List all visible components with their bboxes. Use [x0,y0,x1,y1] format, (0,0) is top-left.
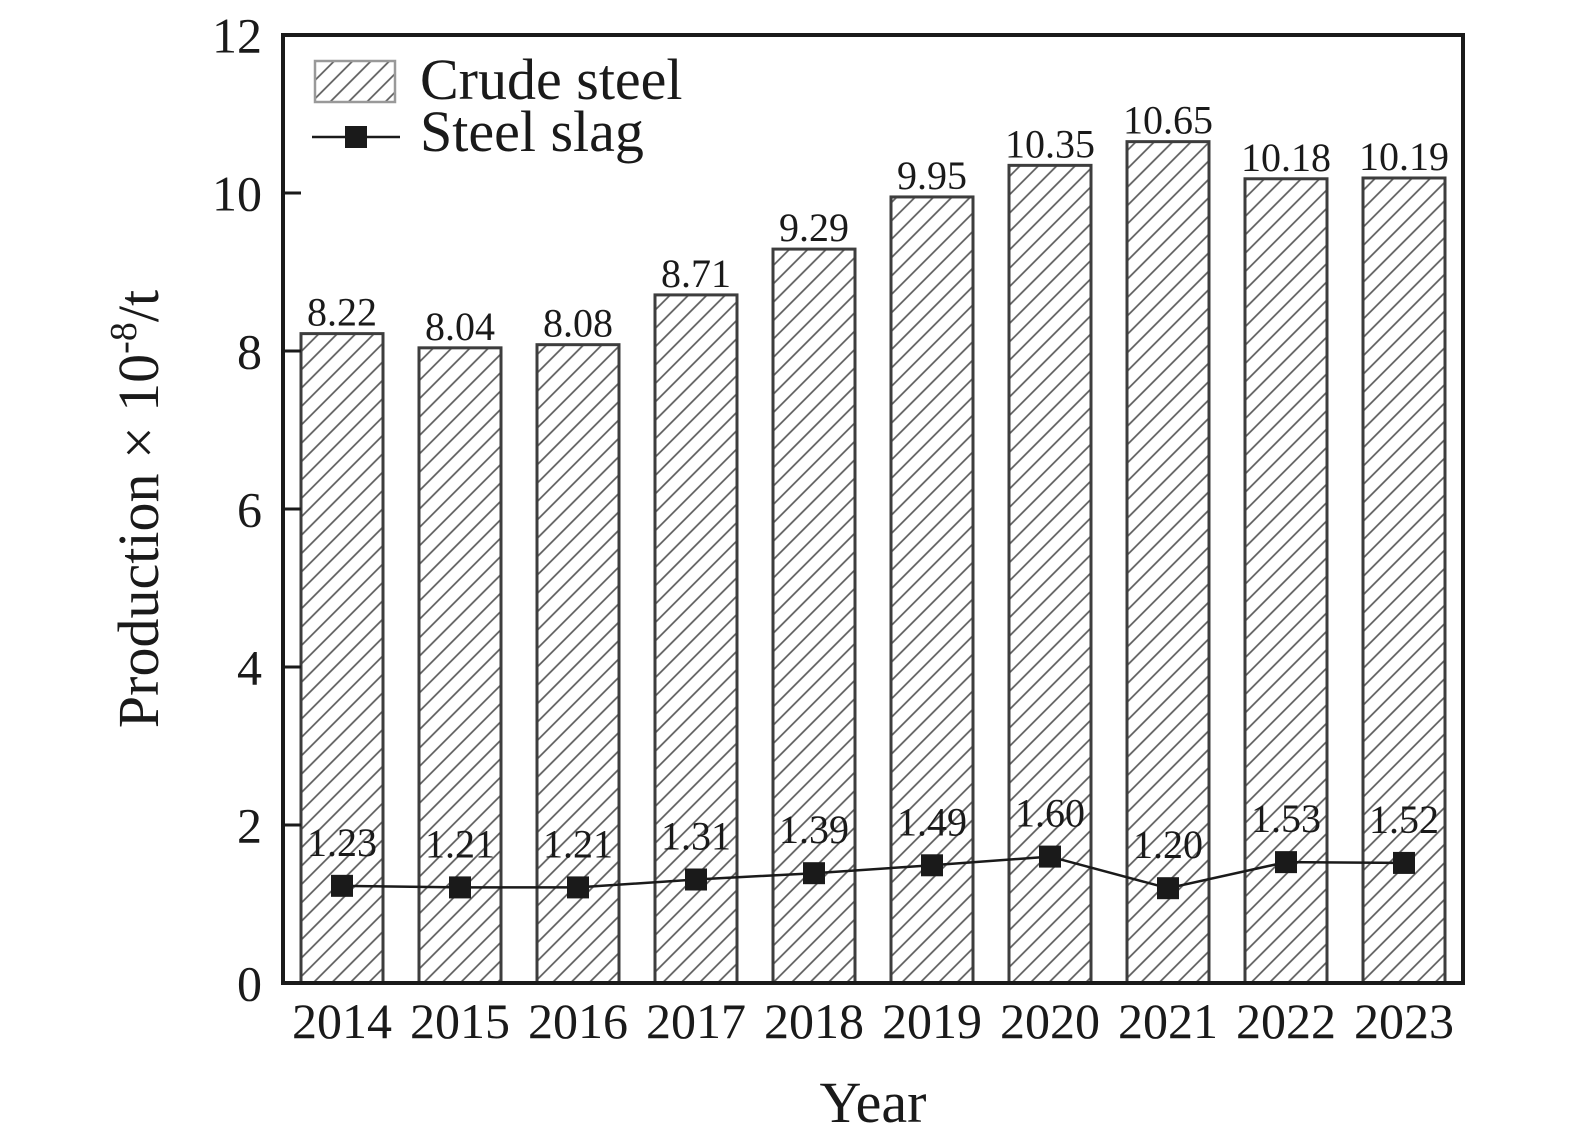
x-tick-label: 2017 [646,993,746,1049]
bar [1361,176,1447,985]
y-tick-label: 4 [237,640,262,696]
x-tick-label: 2022 [1236,993,1336,1049]
slag-marker [567,876,589,899]
legend-label-steel-slag: Steel slag [420,99,644,164]
slag-marker [331,874,353,897]
slag-marker [921,854,943,877]
y-tick-label: 8 [237,324,262,380]
slag-value-label: 1.49 [897,799,967,844]
bar-value-label: 9.29 [779,205,849,250]
slag-marker [1157,877,1179,900]
slag-marker [1039,845,1061,868]
slag-value-label: 1.31 [661,814,731,859]
slag-value-label: 1.53 [1251,796,1321,841]
bar-value-label: 10.35 [1005,121,1095,166]
legend-label-crude-steel: Crude steel [420,47,683,112]
x-tick-label: 2016 [528,993,628,1049]
bar-value-label: 9.95 [897,153,967,198]
bar [299,332,385,985]
y-tick-label: 12 [212,8,262,64]
slag-marker [1275,851,1297,874]
bar-value-label: 10.19 [1359,134,1449,179]
y-tick-label: 2 [237,798,262,854]
bar-value-label: 8.08 [543,301,613,346]
x-tick-label: 2023 [1354,993,1454,1049]
slag-marker [1393,851,1415,874]
slag-marker [803,862,825,885]
legend: Crude steel Steel slag [312,47,683,164]
y-tick-label: 0 [237,956,262,1012]
slag-value-label: 1.60 [1015,791,1085,836]
x-tick-label: 2020 [1000,993,1100,1049]
slag-value-label: 1.39 [779,807,849,852]
bar-value-label: 8.22 [307,290,377,335]
bar-value-label: 8.71 [661,251,731,296]
slag-value-label: 1.52 [1369,797,1439,842]
slag-value-label: 1.21 [543,821,613,866]
slag-marker [685,868,707,891]
slag-line [341,855,1405,890]
axis-box [281,33,1465,985]
bar [535,343,621,985]
slag-value-label: 1.21 [425,821,495,866]
bar-value-label: 10.65 [1123,98,1213,143]
x-tick-label: 2018 [764,993,864,1049]
legend-marker-steel-slag [345,126,367,148]
y-tick-label: 10 [212,166,262,222]
x-tick-label: 2021 [1118,993,1218,1049]
slag-marker [449,876,471,899]
bar-value-label: 8.04 [425,304,495,349]
bar [889,195,975,985]
bar [1125,140,1211,985]
legend-swatch-crude-steel [313,59,397,104]
x-tick-label: 2019 [882,993,982,1049]
x-axis-title: Year [820,1070,927,1135]
bar-value-label: 10.18 [1241,135,1331,180]
y-axis-title: Production × 10-8/t [103,290,171,728]
plot-area: 8.22 8.04 8.08 8.71 9.29 9.95 10.35 10.65 10.18 1… [212,8,1454,1050]
x-tick-label: 2015 [410,993,510,1049]
slag-value-label: 1.20 [1133,822,1203,867]
slag-value-label: 1.23 [307,820,377,865]
bar [653,293,739,985]
x-tick-label: 2014 [292,993,392,1049]
y-tick-label: 6 [237,482,262,538]
